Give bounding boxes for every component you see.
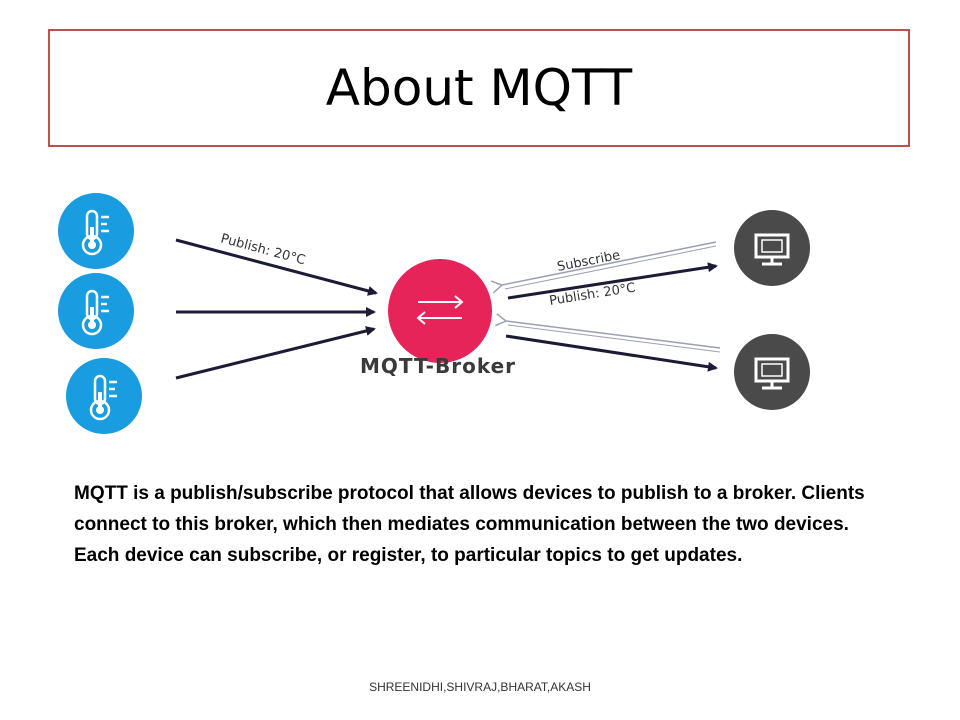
broker-node	[388, 259, 492, 363]
subscribe-label: Subscribe	[556, 248, 622, 275]
sensor-node-3	[66, 358, 142, 434]
publish-arrow-1	[175, 238, 378, 296]
sensor-node-2	[58, 273, 134, 349]
subscribe-arrow-2	[495, 313, 721, 349]
broker-label: MQTT-Broker	[360, 354, 516, 378]
forward-arrow-1	[507, 262, 718, 300]
subscribe-arrow-1	[490, 241, 717, 294]
subscribe-arrow-1-outline	[504, 245, 717, 290]
description-text: MQTT is a publish/subscribe protocol tha…	[74, 483, 865, 566]
mqtt-diagram: Publish: 20°C MQTT-Broker Subscribe Publ…	[58, 193, 810, 434]
publish-arrow-3	[175, 326, 376, 380]
client-node-1	[734, 210, 810, 286]
exchange-arrows-icon	[416, 295, 464, 325]
title-box: About MQTT	[48, 29, 910, 147]
client-node-2	[734, 334, 810, 410]
subscribe-arrow-2-outline	[507, 324, 721, 353]
slide-title: About MQTT	[325, 59, 633, 117]
footer-authors: SHREENIDHI,SHIVRAJ,BHARAT,AKASH	[369, 680, 591, 694]
forward-arrow-2	[505, 334, 718, 372]
sensor-node-1	[58, 193, 134, 269]
